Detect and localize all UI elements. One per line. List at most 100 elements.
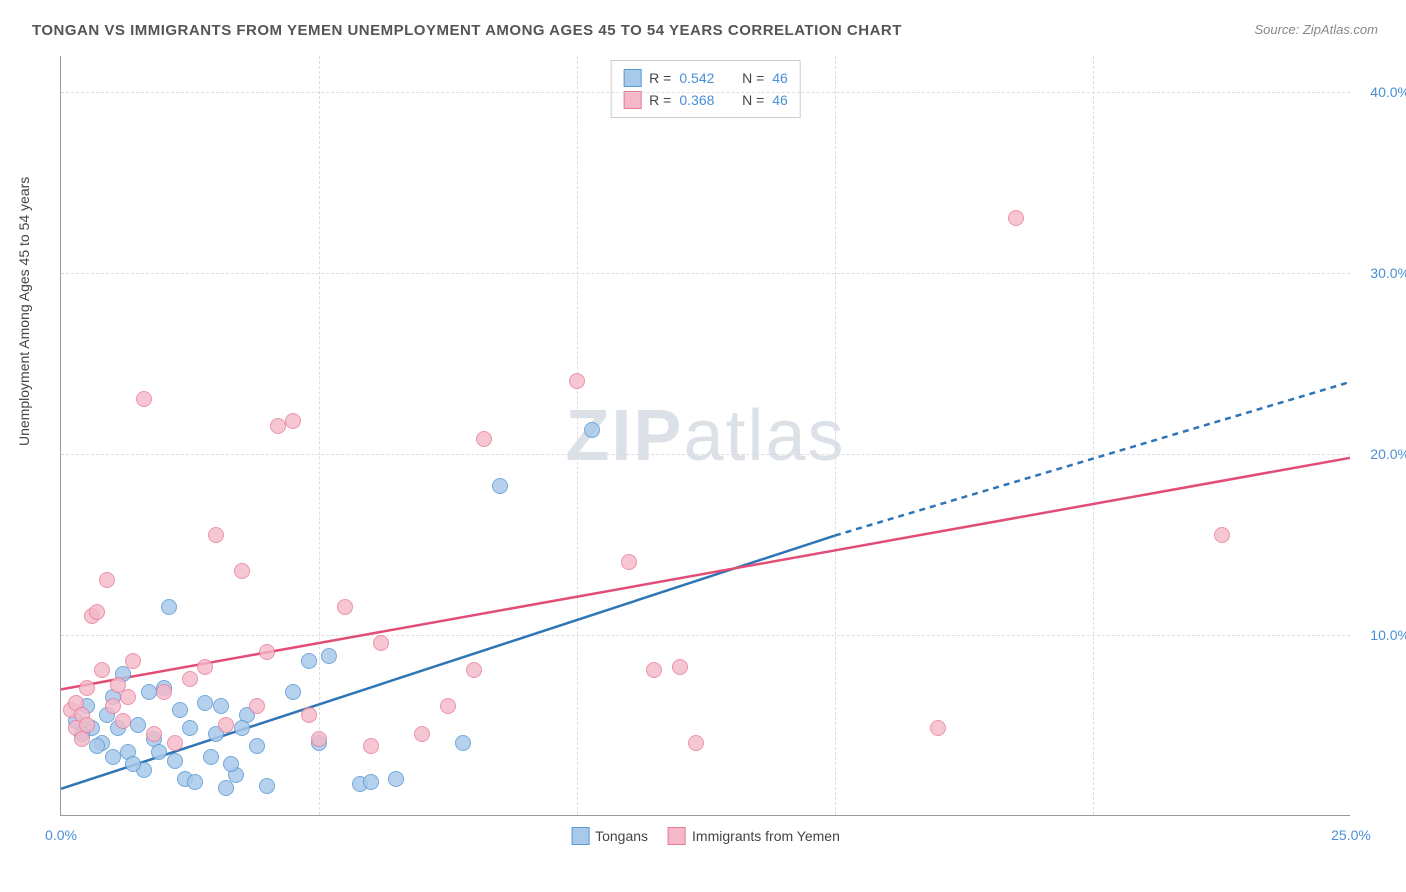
legend-swatch — [571, 827, 589, 845]
data-point — [311, 731, 327, 747]
data-point — [94, 662, 110, 678]
data-point — [182, 671, 198, 687]
data-point — [125, 756, 141, 772]
data-point — [136, 391, 152, 407]
watermark-bold: ZIP — [565, 396, 683, 476]
data-point — [249, 738, 265, 754]
data-point — [105, 698, 121, 714]
data-point — [161, 599, 177, 615]
data-point — [285, 413, 301, 429]
data-point — [492, 478, 508, 494]
legend-swatch — [623, 91, 641, 109]
y-tick-label: 10.0% — [1370, 627, 1406, 643]
legend-series: Tongans Immigrants from Yemen — [571, 827, 840, 845]
data-point — [672, 659, 688, 675]
data-point — [130, 717, 146, 733]
data-point — [89, 604, 105, 620]
data-point — [285, 684, 301, 700]
data-point — [259, 644, 275, 660]
gridline-h — [61, 273, 1350, 274]
data-point — [218, 717, 234, 733]
data-point — [146, 726, 162, 742]
data-point — [234, 563, 250, 579]
data-point — [89, 738, 105, 754]
n-label: N = — [742, 70, 764, 86]
data-point — [203, 749, 219, 765]
r-value: 0.542 — [679, 70, 714, 86]
data-point — [440, 698, 456, 714]
legend-series-item: Immigrants from Yemen — [668, 827, 840, 845]
data-point — [363, 738, 379, 754]
gridline-h — [61, 454, 1350, 455]
y-tick-label: 30.0% — [1370, 265, 1406, 281]
x-tick-label: 25.0% — [1331, 827, 1371, 843]
scatter-chart: ZIPatlas R = 0.542 N = 46R = 0.368 N = 4… — [60, 56, 1350, 816]
data-point — [167, 735, 183, 751]
r-label: R = — [649, 92, 671, 108]
data-point — [156, 684, 172, 700]
data-point — [584, 422, 600, 438]
n-value: 46 — [772, 92, 788, 108]
gridline-h — [61, 92, 1350, 93]
source-link[interactable]: ZipAtlas.com — [1303, 22, 1378, 37]
y-tick-label: 20.0% — [1370, 446, 1406, 462]
n-value: 46 — [772, 70, 788, 86]
r-label: R = — [649, 70, 671, 86]
data-point — [363, 774, 379, 790]
gridline-v — [835, 56, 836, 815]
data-point — [141, 684, 157, 700]
gridline-v — [319, 56, 320, 815]
data-point — [455, 735, 471, 751]
data-point — [120, 689, 136, 705]
data-point — [125, 653, 141, 669]
data-point — [1008, 210, 1024, 226]
data-point — [569, 373, 585, 389]
x-tick-label: 0.0% — [45, 827, 77, 843]
data-point — [321, 648, 337, 664]
data-point — [373, 635, 389, 651]
data-point — [197, 659, 213, 675]
data-point — [105, 749, 121, 765]
watermark: ZIPatlas — [565, 395, 845, 477]
data-point — [621, 554, 637, 570]
data-point — [115, 713, 131, 729]
legend-stats: R = 0.542 N = 46R = 0.368 N = 46 — [610, 60, 801, 118]
y-tick-label: 40.0% — [1370, 84, 1406, 100]
data-point — [187, 774, 203, 790]
data-point — [182, 720, 198, 736]
watermark-light: atlas — [683, 396, 845, 476]
n-label: N = — [742, 92, 764, 108]
legend-series-label: Immigrants from Yemen — [692, 828, 840, 844]
data-point — [99, 572, 115, 588]
data-point — [172, 702, 188, 718]
data-point — [208, 527, 224, 543]
data-point — [930, 720, 946, 736]
data-point — [301, 707, 317, 723]
data-point — [476, 431, 492, 447]
r-value: 0.368 — [679, 92, 714, 108]
gridline-v — [577, 56, 578, 815]
source-attribution: Source: ZipAtlas.com — [1254, 22, 1378, 37]
legend-series-label: Tongans — [595, 828, 648, 844]
chart-title: TONGAN VS IMMIGRANTS FROM YEMEN UNEMPLOY… — [32, 22, 902, 39]
data-point — [213, 698, 229, 714]
gridline-h — [61, 635, 1350, 636]
data-point — [259, 778, 275, 794]
data-point — [414, 726, 430, 742]
legend-series-item: Tongans — [571, 827, 648, 845]
data-point — [223, 756, 239, 772]
data-point — [167, 753, 183, 769]
y-axis-label: Unemployment Among Ages 45 to 54 years — [16, 177, 32, 446]
data-point — [646, 662, 662, 678]
data-point — [234, 720, 250, 736]
data-point — [466, 662, 482, 678]
legend-swatch — [623, 69, 641, 87]
data-point — [151, 744, 167, 760]
data-point — [388, 771, 404, 787]
legend-stat-row: R = 0.542 N = 46 — [623, 67, 788, 89]
data-point — [197, 695, 213, 711]
data-point — [1214, 527, 1230, 543]
data-point — [79, 680, 95, 696]
gridline-v — [1093, 56, 1094, 815]
data-point — [74, 731, 90, 747]
